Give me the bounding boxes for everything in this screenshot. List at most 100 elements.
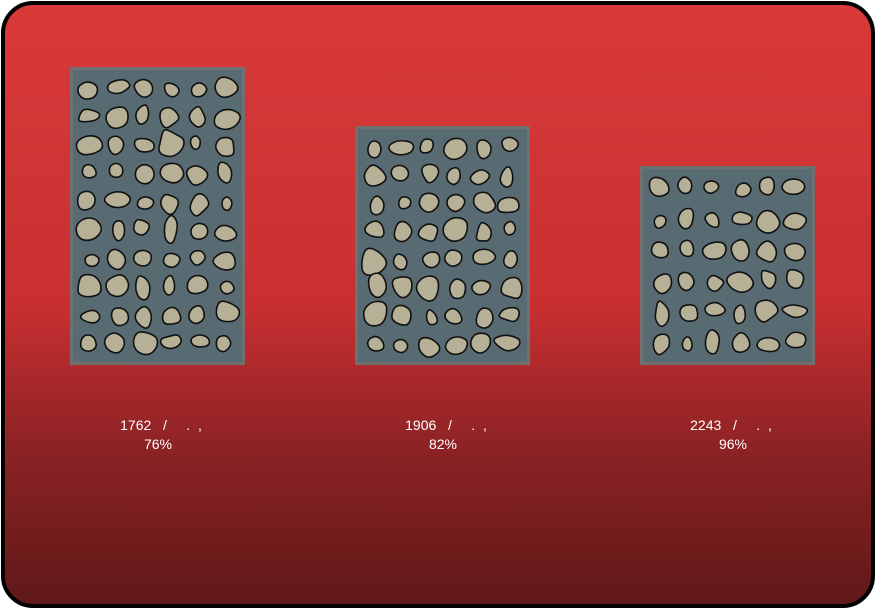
- stone: [163, 82, 180, 98]
- stone: [159, 334, 182, 350]
- stone: [756, 336, 781, 353]
- stone: [190, 334, 211, 348]
- stone: [133, 78, 154, 98]
- stone: [369, 195, 385, 216]
- item-label: 1762 / . ,: [120, 417, 202, 433]
- tiles: [70, 67, 815, 365]
- stone: [442, 216, 469, 242]
- stone: [132, 331, 159, 356]
- stone: [419, 138, 434, 154]
- stone: [77, 273, 102, 298]
- item-label: 1906 / . ,: [405, 417, 487, 433]
- stone: [446, 166, 462, 186]
- stone: [703, 180, 720, 194]
- stone: [162, 252, 181, 268]
- stone: [77, 108, 101, 123]
- stone: [388, 139, 415, 156]
- stone: [726, 271, 755, 293]
- item-label: 2243 / . ,: [690, 417, 772, 433]
- stone: [105, 106, 129, 130]
- stone: [81, 163, 97, 179]
- stone: [185, 165, 209, 186]
- stone: [704, 329, 721, 355]
- tile-frame: [640, 166, 815, 365]
- stone: [503, 220, 517, 236]
- stone: [418, 192, 440, 213]
- stone: [163, 214, 179, 245]
- stone: [469, 332, 492, 354]
- stone: [75, 217, 103, 242]
- stone: [213, 108, 241, 131]
- stone: [650, 241, 669, 259]
- stone: [493, 334, 521, 352]
- stone: [160, 193, 180, 216]
- stone: [681, 336, 693, 352]
- stone: [213, 224, 238, 242]
- stone: [133, 218, 151, 236]
- stone: [106, 248, 127, 271]
- stone: [214, 76, 239, 99]
- stone: [133, 137, 156, 153]
- stone: [781, 178, 806, 196]
- stone: [475, 221, 493, 242]
- stone: [469, 169, 491, 186]
- item-percent: 96%: [719, 436, 747, 452]
- stone: [221, 196, 233, 212]
- stone: [421, 251, 441, 269]
- labels: 1762 / . , 76% 1906 / . , 82% 2243 / . ,…: [120, 417, 772, 452]
- stone: [417, 223, 439, 242]
- stone: [391, 276, 413, 299]
- stone: [679, 239, 695, 258]
- stone: [135, 104, 150, 125]
- stone: [392, 253, 408, 271]
- stone: [134, 275, 151, 301]
- stone: [106, 78, 131, 95]
- item-percent: 76%: [144, 436, 172, 452]
- stone: [76, 190, 97, 211]
- stone: [758, 176, 776, 196]
- stone: [212, 251, 237, 271]
- stone: [77, 81, 99, 100]
- stone: [364, 220, 385, 239]
- stone: [731, 211, 753, 226]
- stone: [107, 135, 125, 156]
- stone: [186, 274, 209, 295]
- stone: [704, 301, 726, 317]
- stone: [217, 161, 233, 184]
- stone: [79, 309, 101, 324]
- tile: [355, 126, 530, 365]
- stone: [443, 137, 468, 161]
- stone: [159, 162, 185, 184]
- stone: [79, 334, 97, 353]
- stone: [677, 176, 693, 195]
- stone: [134, 163, 155, 185]
- stone: [652, 273, 673, 295]
- stone: [390, 164, 410, 182]
- stone: [417, 336, 441, 358]
- stone: [363, 164, 387, 187]
- stone: [733, 304, 747, 325]
- stone: [701, 241, 727, 261]
- stone: [783, 242, 806, 262]
- stone: [189, 135, 202, 151]
- stone: [108, 162, 124, 179]
- stone: [448, 278, 467, 300]
- stone: [190, 222, 209, 240]
- stone: [496, 196, 520, 214]
- stone: [731, 331, 751, 354]
- stone: [215, 300, 241, 323]
- stone: [362, 300, 388, 327]
- stone: [781, 304, 809, 319]
- stone: [754, 299, 779, 323]
- stone: [653, 214, 667, 229]
- stone: [105, 274, 130, 298]
- stone: [188, 305, 206, 325]
- stone: [760, 269, 777, 290]
- stone: [103, 332, 126, 354]
- stone: [421, 163, 440, 184]
- stone: [134, 305, 153, 329]
- stone: [392, 338, 409, 354]
- stone: [446, 193, 466, 213]
- stone: [654, 300, 670, 328]
